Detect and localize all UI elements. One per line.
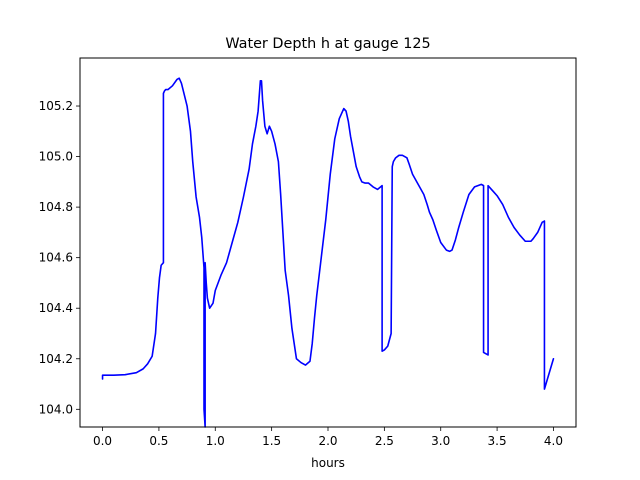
x-axis-ticks: 0.0 0.5 1.0 1.5 2.0 2.5 3.0 3.5 4.0 bbox=[93, 427, 563, 448]
axes-frame bbox=[79, 57, 577, 428]
y-tick-label: 104.2 bbox=[39, 352, 73, 366]
chart-title: Water Depth h at gauge 125 bbox=[225, 36, 430, 52]
x-tick-label: 0.0 bbox=[93, 434, 112, 448]
series-line-0 bbox=[101, 77, 555, 428]
plot-area bbox=[101, 77, 555, 428]
x-tick-label: 4.0 bbox=[544, 434, 563, 448]
y-tick-label: 105.2 bbox=[39, 99, 73, 113]
x-tick-label: 2.5 bbox=[375, 434, 394, 448]
x-tick-label: 0.5 bbox=[149, 434, 168, 448]
y-tick-label: 105.0 bbox=[39, 150, 73, 164]
y-axis-ticks: 104.0 104.2 104.4 104.6 104.8 105.0 105.2 bbox=[39, 99, 80, 416]
y-tick-label: 104.8 bbox=[39, 200, 73, 214]
x-tick-label: 1.5 bbox=[262, 434, 281, 448]
x-tick-label: 1.0 bbox=[206, 434, 225, 448]
x-tick-label: 3.5 bbox=[488, 434, 507, 448]
x-tick-label: 2.0 bbox=[318, 434, 337, 448]
y-tick-label: 104.6 bbox=[39, 251, 73, 265]
y-tick-label: 104.4 bbox=[39, 301, 73, 315]
y-tick-label: 104.0 bbox=[39, 402, 73, 416]
x-axis-label: hours bbox=[311, 456, 345, 470]
x-tick-label: 3.0 bbox=[431, 434, 450, 448]
